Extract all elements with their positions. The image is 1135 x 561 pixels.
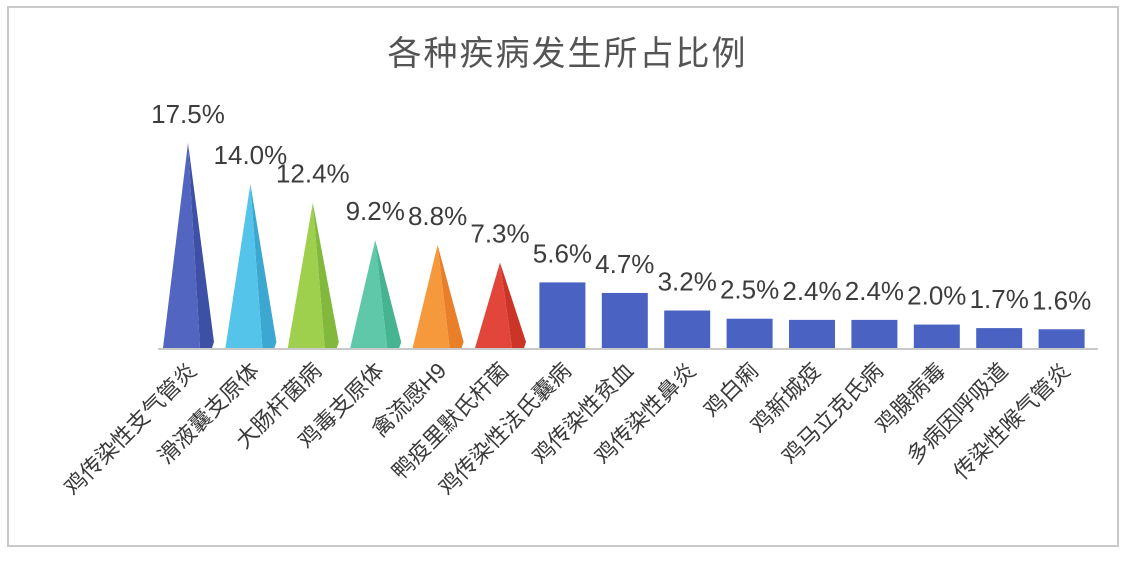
value-label: 1.6% <box>1032 285 1091 315</box>
pyramid-side-face <box>375 240 402 348</box>
value-label: 14.0% <box>214 140 288 170</box>
value-label: 12.4% <box>276 159 350 189</box>
value-label: 2.0% <box>907 281 966 311</box>
value-label: 17.5% <box>151 99 225 129</box>
value-label: 7.3% <box>470 218 529 248</box>
bar <box>851 319 898 348</box>
pyramid-main-face <box>412 244 450 348</box>
pyramid-side-face <box>188 143 214 348</box>
pyramid-main-face <box>225 184 263 348</box>
bar <box>726 318 773 348</box>
bar <box>913 324 960 348</box>
pyramid-side-face <box>437 244 464 348</box>
value-label: 1.7% <box>970 284 1029 314</box>
pyramid-main-face <box>287 202 325 348</box>
value-label: 3.2% <box>658 267 717 297</box>
value-label: 2.4% <box>782 276 841 306</box>
pyramid-main-face <box>475 262 512 348</box>
value-label: 2.5% <box>720 275 779 305</box>
bar <box>601 292 648 348</box>
bar <box>976 328 1023 348</box>
bar <box>1038 329 1085 348</box>
value-label: 4.7% <box>595 249 654 279</box>
pyramid-main-face <box>163 143 200 348</box>
bar <box>664 310 711 348</box>
bar <box>789 319 835 348</box>
pyramid-side-face <box>250 184 277 348</box>
value-label: 9.2% <box>346 196 405 226</box>
chart-title: 各种疾病发生所占比例 <box>387 35 748 73</box>
pyramid-side-face <box>312 202 339 348</box>
category-label: 传染性喉气管炎 <box>949 358 1076 485</box>
bar <box>539 282 586 348</box>
value-label: 5.6% <box>533 238 592 268</box>
pyramid-side-face <box>500 262 526 348</box>
value-label: 8.8% <box>408 201 467 231</box>
value-label: 2.4% <box>845 276 904 306</box>
pyramid-main-face <box>350 240 388 348</box>
